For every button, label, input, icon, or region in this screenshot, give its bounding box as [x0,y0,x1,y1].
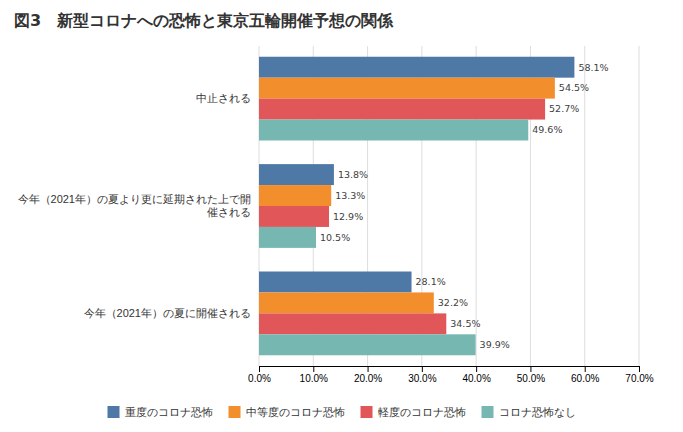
legend-swatch [108,406,120,418]
data-label: 52.7% [549,103,579,114]
x-tick: 0.0% [248,366,271,384]
legend-item: コロナ恐怖なし [482,406,576,419]
legend-swatch [482,406,494,418]
grid-line [639,46,640,366]
data-label: 10.5% [320,232,350,243]
x-tick: 10.0% [300,366,328,384]
x-tick: 20.0% [354,366,382,384]
data-label: 39.9% [480,339,510,350]
x-tick: 50.0% [517,366,545,384]
bar [259,292,434,313]
x-tick-label: 60.0% [571,373,599,384]
x-tick-mark [259,366,260,372]
y-tick-label-line: 催される [207,206,251,218]
y-axis: 中止される今年（2021年）の夏より更に延期された上で開催される今年（2021年… [18,92,251,319]
legend-item: 重度のコロナ恐怖 [108,406,213,419]
x-tick-label: 0.0% [248,373,271,384]
x-tick-label: 70.0% [625,373,653,384]
bar [259,99,545,120]
bar [259,227,316,248]
y-tick-label: 中止される [196,92,251,104]
bar [259,313,446,334]
legend-label: 軽度のコロナ恐怖 [378,406,466,419]
legend-swatch [361,406,373,418]
x-tick-label: 40.0% [462,373,490,384]
x-tick: 70.0% [625,366,653,384]
x-tick-mark [639,366,640,372]
x-tick-mark [313,366,314,372]
data-label: 58.1% [578,62,608,73]
data-label: 12.9% [333,211,363,222]
bar [259,206,329,227]
plot-area: 28.1% 13.8% 58.1% 32.2% 13.3% 54.5% 34.5% 12.9%… [18,46,654,384]
legend-item: 軽度のコロナ恐怖 [361,406,466,419]
chart-title: 図3 新型コロナへの恐怖と東京五輪開催予想の関係 [14,11,394,30]
data-label: 32.2% [438,297,468,308]
data-label: 34.5% [450,318,480,329]
x-tick-label: 30.0% [408,373,436,384]
y-tick: 今年（2021年）の夏に開催される [84,307,251,319]
x-axis: 0.0% 10.0% 20.0% 30.0% 40.0% 50.0% 60.0% 70.0% [248,366,654,384]
x-tick-mark [585,366,586,372]
x-axis-line [260,367,640,373]
x-tick-label: 10.0% [300,373,328,384]
legend: 重度のコロナ恐怖 中等度のコロナ恐怖 軽度のコロナ恐怖 コロナ恐怖なし [108,406,576,419]
data-label: 13.8% [338,169,368,180]
y-tick-label: 今年（2021年）の夏より更に延期された上で開催される [18,193,251,218]
x-tick-mark [368,366,369,372]
bars [259,57,574,356]
data-labels: 28.1% 13.8% 58.1% 32.2% 13.3% 54.5% 34.5% 12.9%… [320,62,609,351]
y-tick-label-line: 今年（2021年）の夏より更に延期された上で開 [18,193,251,205]
data-label: 28.1% [416,276,446,287]
x-tick: 30.0% [408,366,436,384]
legend-swatch [229,406,241,418]
bar [259,120,528,141]
bar [259,334,476,355]
data-label: 49.6% [532,124,562,135]
grid-line [584,46,585,366]
bar [259,78,555,99]
x-tick: 40.0% [462,366,490,384]
y-tick-label: 今年（2021年）の夏に開催される [84,307,251,319]
x-tick-mark [422,366,423,372]
chart-svg: 図3 新型コロナへの恐怖と東京五輪開催予想の関係 28.1% 13.8% 58.1% 3… [0,0,683,432]
x-tick-label: 20.0% [354,373,382,384]
data-label: 13.3% [335,190,365,201]
bar [259,272,412,293]
grid [259,46,639,366]
legend-label: 中等度のコロナ恐怖 [246,406,345,419]
y-tick-label-line: 今年（2021年）の夏に開催される [84,307,251,319]
legend-label: コロナ恐怖なし [499,406,576,419]
x-tick-label: 50.0% [517,373,545,384]
x-tick-mark [476,366,477,372]
chart-container: 図3 新型コロナへの恐怖と東京五輪開催予想の関係 28.1% 13.8% 58.1% 3… [0,0,683,432]
x-tick: 60.0% [571,366,599,384]
x-tick-mark [530,366,531,372]
bar [259,185,331,206]
bar [259,164,334,185]
y-tick: 中止される [196,92,251,104]
data-label: 54.5% [559,82,589,93]
legend-item: 中等度のコロナ恐怖 [229,406,345,419]
bar [259,57,574,78]
legend-label: 重度のコロナ恐怖 [125,406,213,419]
y-tick: 今年（2021年）の夏より更に延期された上で開催される [18,193,251,218]
y-tick-label-line: 中止される [196,92,251,104]
